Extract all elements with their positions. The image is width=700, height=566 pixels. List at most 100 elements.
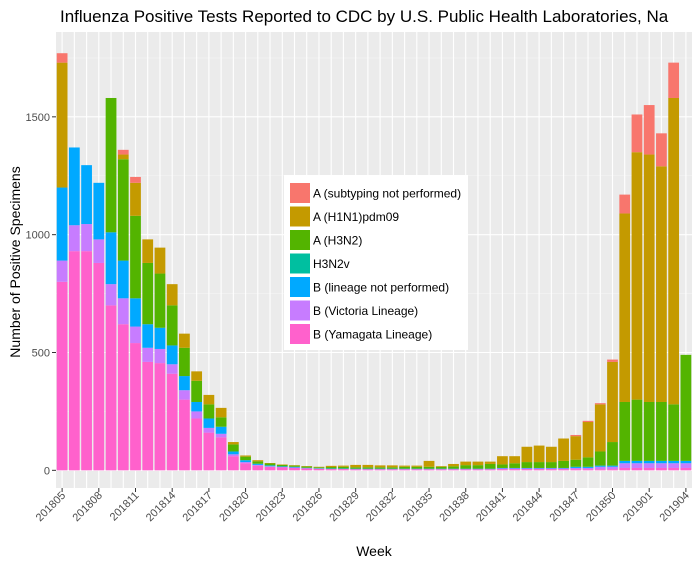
bar-b-yamagata-lineage-201832 [386,469,398,471]
bar-b-victoria-lineage-201813 [154,348,166,364]
bar-b-yamagata-lineage-201852 [631,467,643,471]
bar-a-h1n1-pdm09-201834 [411,465,423,467]
bar-b-yamagata-lineage-201835 [423,469,435,471]
bar-b-yamagata-lineage-201810 [117,324,129,471]
bar-a-h3n2-201834 [411,466,423,469]
bar-b-victoria-lineage-201809 [105,284,117,306]
bar-a-h3n2-201843 [521,462,533,468]
bar-b-lineage-not-performed-201812 [142,324,154,348]
bar-b-victoria-lineage-201904 [680,463,692,468]
bar-a-h3n2-201815 [179,347,190,377]
bar-b-yamagata-lineage-201812 [142,361,154,471]
x-tick-label: 201835 [401,490,435,524]
bar-a-subtyping-not-performed-201902 [656,133,667,167]
x-tick-label: 201820 [217,490,251,524]
x-tick-label: 201811 [108,490,142,524]
bar-a-h1n1-pdm09-201903 [668,97,680,405]
y-axis: 0 500 1000 1500 [26,112,56,477]
bar-a-h1n1-pdm09-201901 [643,154,655,402]
bar-a-h1n1-pdm09-201902 [656,166,667,402]
bar-a-h1n1-pdm09-201819 [227,442,239,445]
bar-a-h3n2-201904 [680,354,692,461]
bar-a-h3n2-201809 [105,97,117,233]
bar-b-yamagata-lineage-201836 [435,469,447,471]
bar-a-h1n1-pdm09-201842 [509,456,521,464]
bar-a-h1n1-pdm09-201850 [607,361,618,443]
legend-swatch [290,253,310,274]
bar-a-h3n2-201812 [142,262,154,325]
bar-b-yamagata-lineage-201847 [570,469,582,471]
bar-b-victoria-lineage-201851 [619,463,631,468]
bar-a-h3n2-201832 [386,467,398,469]
bar-b-yamagata-lineage-201837 [448,469,459,471]
bar-b-lineage-not-performed-201850 [607,465,618,467]
bar-a-h3n2-201826 [313,467,325,469]
bar-b-yamagata-lineage-201831 [374,469,386,471]
x-tick-label: 201844 [511,490,545,524]
bar-b-victoria-lineage-201901 [643,463,655,468]
bar-a-subtyping-not-performed-201903 [668,62,680,98]
bar-a-h1n1-pdm09-201821 [252,460,264,462]
bar-a-h3n2-201850 [607,442,618,466]
bar-a-h1n1-pdm09-201829 [350,464,362,468]
bar-b-lineage-not-performed-201813 [154,327,166,349]
bar-b-victoria-lineage-201820 [240,462,251,464]
bar-a-subtyping-not-performed-201901 [643,105,655,155]
bar-b-yamagata-lineage-201824 [289,467,300,471]
bar-b-victoria-lineage-201817 [203,427,215,433]
bar-b-lineage-not-performed-201811 [130,298,141,327]
bar-a-h1n1-pdm09-201812 [142,239,154,263]
bar-a-h1n1-pdm09-201817 [203,394,215,405]
y-axis-label: Number of Positive Specimens [7,166,23,357]
bar-a-h3n2-201835 [423,466,435,469]
bar-b-lineage-not-performed-201848 [582,466,594,468]
x-tick-label: 201823 [254,490,288,524]
bars [56,53,692,471]
bar-b-victoria-lineage-201807 [81,224,92,252]
bar-b-victoria-lineage-201902 [656,463,667,468]
bar-a-h3n2-201845 [545,462,557,468]
bar-a-h1n1-pdm09-201816 [191,371,203,381]
bar-a-h3n2-201848 [582,457,594,467]
bar-b-victoria-lineage-201846 [558,468,569,470]
bar-b-victoria-lineage-201848 [582,467,594,470]
bar-b-victoria-lineage-201847 [570,467,582,470]
bar-b-yamagata-lineage-201850 [607,469,618,471]
bar-b-yamagata-lineage-201818 [215,437,227,471]
bar-b-victoria-lineage-201903 [668,463,680,468]
bar-a-h1n1-pdm09-201841 [497,456,508,465]
bar-b-yamagata-lineage-201821 [252,465,264,471]
bar-a-h1n1-pdm09-201851 [619,213,631,402]
bar-a-h1n1-pdm09-201846 [558,438,569,461]
bar-a-subtyping-not-performed-201852 [631,114,643,153]
bar-b-lineage-not-performed-201819 [227,451,239,455]
bar-a-h1n1-pdm09-201832 [386,465,398,468]
bar-a-h1n1-pdm09-201830 [362,464,374,468]
bar-a-h3n2-201810 [117,159,129,261]
bar-a-h3n2-201846 [558,460,569,468]
legend-swatch [290,324,310,344]
bar-b-victoria-lineage-201805 [56,260,68,282]
bar-b-yamagata-lineage-201838 [460,469,472,471]
legend-label: A (H1N1)pdm09 [313,210,399,224]
bar-a-h1n1-pdm09-201815 [179,333,190,348]
bar-b-victoria-lineage-201844 [533,468,545,470]
bar-b-yamagata-lineage-201843 [521,469,533,471]
bar-b-victoria-lineage-201806 [68,225,80,252]
bar-a-h3n2-201828 [338,466,349,469]
x-tick-label: 201904 [658,490,692,524]
bar-b-lineage-not-performed-201847 [570,466,582,468]
bar-a-subtyping-not-performed-201805 [56,53,68,63]
bar-a-subtyping-not-performed-201810 [117,149,129,155]
bar-a-subtyping-not-performed-201850 [607,359,618,362]
bar-a-h3n2-201842 [509,463,521,468]
bar-b-yamagata-lineage-201817 [203,432,215,471]
x-axis-label: Week [356,543,393,559]
y-tick-label: 0 [44,465,50,477]
bar-b-victoria-lineage-201852 [631,463,643,468]
bar-b-yamagata-lineage-201813 [154,363,166,471]
legend: A (subtyping not performed) A (H1N1)pdm09… [284,175,468,350]
y-tick-label: 500 [32,347,50,359]
bar-a-h1n1-pdm09-201818 [215,407,227,418]
bar-b-victoria-lineage-201850 [607,466,618,470]
